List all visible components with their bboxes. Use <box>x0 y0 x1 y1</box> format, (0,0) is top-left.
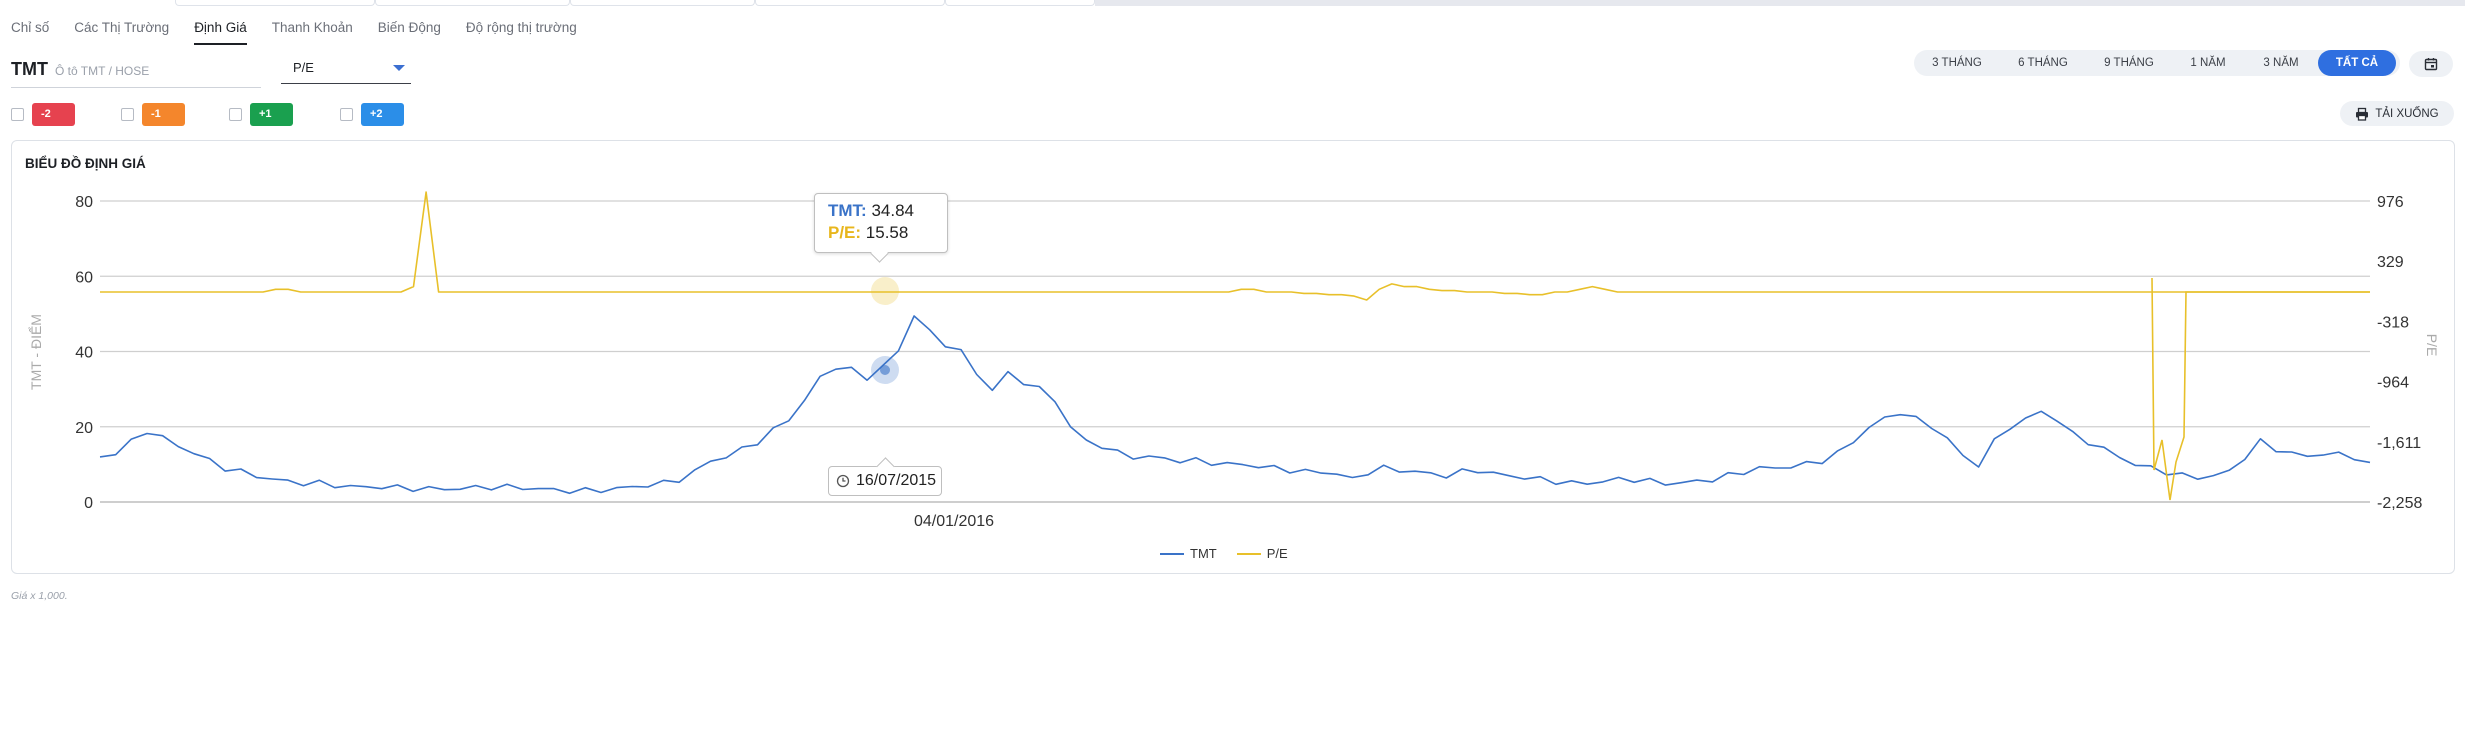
stdev-checkbox[interactable] <box>340 108 353 121</box>
legend-swatch <box>1236 552 1261 555</box>
tooltip-series2-key: P/E: <box>828 223 862 242</box>
download-label: TẢI XUỐNG <box>2375 107 2439 120</box>
nav-tab-bien-dong[interactable]: Biến Động <box>377 20 441 35</box>
right-axis-title: P/E <box>2424 334 2440 357</box>
right-tick-label: -1,611 <box>2377 435 2421 452</box>
printer-icon <box>2356 107 2369 121</box>
x-tick-label: 04/01/2016 <box>914 513 994 530</box>
right-tick-label: -964 <box>2377 375 2409 392</box>
stdev-badge-plus2[interactable]: +2 StDv <box>361 103 405 143</box>
left-tick-label: 20 <box>75 420 93 437</box>
price-footnote: Giá x 1,000. <box>11 590 68 602</box>
hover-marker-pe <box>871 277 899 305</box>
left-axis-title: TMT - ĐIỂM <box>27 314 44 390</box>
series-line-tmt <box>99 315 2371 495</box>
legend-item-tmt[interactable]: TMT <box>1160 546 1217 561</box>
top-strip-fill <box>1095 0 2465 6</box>
series-line-pe-drop <box>2151 277 2370 501</box>
top-tab-remnant[interactable] <box>755 0 945 6</box>
left-tick-label: 0 <box>84 495 93 512</box>
caret-down-icon <box>393 65 405 71</box>
crosshair-date-label: 16/07/2015 <box>828 466 942 496</box>
ticker-symbol: TMT <box>11 59 48 79</box>
period-button-active[interactable]: TẤT CẢ <box>2318 50 2396 76</box>
right-tick-label: -318 <box>2377 314 2409 331</box>
chart-legend: TMT P/E <box>1160 546 1288 561</box>
valuation-chart[interactable]: 0 20 40 60 80 -2,258 -1,611 -964 -318 329 976 TMT… <box>0 0 2465 600</box>
ticker-search-field[interactable]: TMT Ô tô TMT / HOSE <box>11 56 261 88</box>
legend-label: TMT <box>1190 546 1217 561</box>
nav-tab-dinh-gia[interactable]: Định Giá <box>194 19 247 45</box>
nav-tab-do-rong[interactable]: Độ rộng thị trường <box>465 20 577 35</box>
left-tick-label: 40 <box>75 345 93 362</box>
clock-icon <box>836 474 850 488</box>
metric-select[interactable]: P/E <box>281 56 411 84</box>
legend-swatch <box>1160 552 1184 555</box>
legend-item-pe[interactable]: P/E <box>1236 546 1288 561</box>
calendar-icon <box>2424 58 2438 71</box>
period-selector: 3 THÁNG 6 THÁNG 9 THÁNG 1 NĂM 3 NĂM TẤT … <box>1914 50 2400 76</box>
tooltip-series1-key: TMT: <box>828 201 867 220</box>
top-tab-remnant[interactable] <box>175 0 375 6</box>
period-button[interactable]: 1 NĂM <box>2190 57 2226 69</box>
nav-tab-cac-thi-truong[interactable]: Các Thị Trường <box>74 20 170 35</box>
left-tick-label: 60 <box>75 269 93 286</box>
top-tab-remnant[interactable] <box>945 0 1095 6</box>
legend-label: P/E <box>1266 546 1288 561</box>
period-button[interactable]: 9 THÁNG <box>2104 57 2154 69</box>
crosshair-date: 16/07/2015 <box>856 472 937 489</box>
metric-select-value: P/E <box>293 60 314 75</box>
right-tick-label: 329 <box>2377 254 2404 271</box>
top-tab-remnant[interactable] <box>375 0 570 6</box>
chart-tooltip: TMT: 34.84 P/E: 15.58 <box>814 193 948 253</box>
tooltip-series2-value: 15.58 <box>865 223 909 242</box>
right-tick-label: 976 <box>2377 194 2404 211</box>
nav-tab-chi-so[interactable]: Chỉ số <box>11 20 50 35</box>
section-nav: Chỉ số Các Thị Trường Định Giá Thanh Kho… <box>11 19 602 45</box>
left-tick-label: 80 <box>75 194 93 211</box>
hover-point-tmt <box>880 365 890 375</box>
chart-card-title: BIỂU ĐỒ ĐỊNH GIÁ <box>25 156 146 171</box>
period-button[interactable]: 6 THÁNG <box>2018 57 2068 69</box>
series-line-pe <box>100 191 2370 301</box>
period-button[interactable]: 3 THÁNG <box>1932 57 1982 69</box>
tooltip-series1-value: 34.84 <box>871 201 914 220</box>
right-tick-label: -2,258 <box>2377 495 2422 512</box>
calendar-button[interactable] <box>2409 51 2453 77</box>
top-tab-strip <box>0 0 2465 6</box>
ticker-subtitle: Ô tô TMT / HOSE <box>55 64 150 78</box>
download-button[interactable]: TẢI XUỐNG <box>2340 101 2454 126</box>
period-button[interactable]: 3 NĂM <box>2263 57 2299 69</box>
stdev-checkbox[interactable] <box>229 108 242 121</box>
stdev-checkbox[interactable] <box>11 108 24 121</box>
nav-tab-thanh-khoan[interactable]: Thanh Khoản <box>271 20 353 35</box>
top-tab-remnant[interactable] <box>570 0 755 6</box>
stdev-checkbox[interactable] <box>121 108 134 121</box>
